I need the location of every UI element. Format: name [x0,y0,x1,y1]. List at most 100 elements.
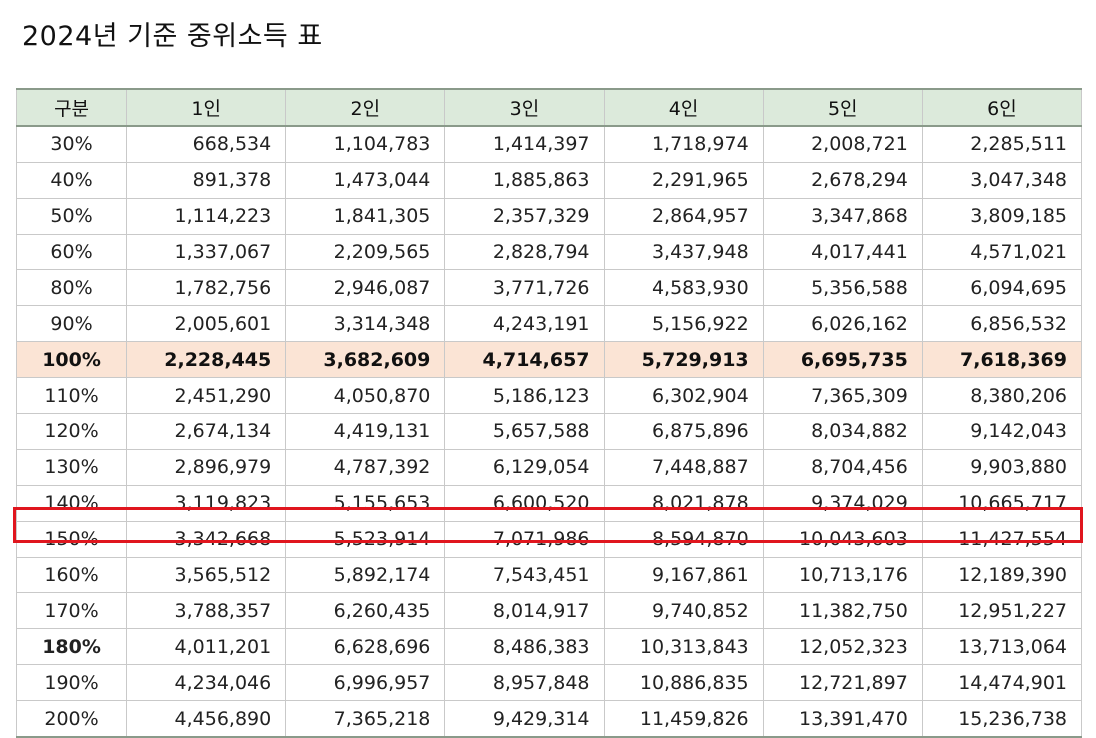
income-cell-1-person: 3,788,357 [126,592,287,630]
income-cell-4-person: 2,291,965 [603,161,764,199]
income-cell-3-person: 8,957,848 [444,664,605,702]
income-cell-5-person: 8,704,456 [762,448,923,486]
income-cell-5-person: 6,695,735 [762,341,923,379]
table-row: 170% 3,788,357 6,260,435 8,014,917 9,740,852… [15,592,1083,630]
income-cell-4-person: 5,156,922 [603,305,764,343]
income-cell-4-person: 1,718,974 [603,125,764,163]
table-row: 110% 2,451,290 4,050,870 5,186,123 6,302,904… [15,377,1083,415]
income-cell-5-person: 8,034,882 [762,413,923,450]
table-row: 120% 2,674,134 4,419,131 5,657,588 6,875,896… [15,413,1083,450]
income-cell-6-person: 2,285,511 [921,125,1083,163]
row-label: 170% [15,592,128,630]
row-label: 100% [15,341,128,379]
income-cell-4-person: 3,437,948 [603,233,764,271]
income-cell-2-person: 4,787,392 [285,448,446,486]
income-cell-5-person: 13,391,470 [762,700,923,738]
table-row: 90% 2,005,601 3,314,348 4,243,191 5,156,922 6… [15,305,1083,343]
income-cell-1-person: 891,378 [126,161,287,199]
income-cell-5-person: 3,347,868 [762,197,923,235]
income-cell-4-person: 9,740,852 [603,592,764,630]
median-income-table: 구분 1인 2인 3인 4인 5인 6인 30% 668,534 1,104,783… [15,88,1083,738]
row-label: 160% [15,556,128,594]
income-cell-5-person: 12,052,323 [762,628,923,666]
income-cell-2-person: 5,892,174 [285,556,446,594]
income-cell-3-person: 1,414,397 [444,125,605,163]
row-label: 30% [15,125,128,163]
header-3-person: 3인 [444,88,605,127]
income-cell-1-person: 4,011,201 [126,628,287,666]
income-cell-4-person: 9,167,861 [603,556,764,594]
income-cell-3-person: 3,771,726 [444,269,605,307]
income-cell-3-person: 7,071,986 [444,520,605,558]
income-cell-6-person: 8,380,206 [921,377,1083,415]
income-cell-6-person: 11,427,554 [921,520,1083,558]
row-label: 140% [15,484,128,522]
income-cell-4-person: 2,864,957 [603,197,764,235]
income-cell-5-person: 10,043,603 [762,520,923,558]
income-cell-5-person: 5,356,588 [762,269,923,307]
income-cell-1-person: 1,337,067 [126,233,287,271]
row-label: 180% [15,628,128,666]
median-income-table-container: 구분 1인 2인 3인 4인 5인 6인 30% 668,534 1,104,783… [15,88,1083,738]
income-cell-4-person: 10,313,843 [603,628,764,666]
income-cell-1-person: 2,005,601 [126,305,287,343]
income-cell-1-person: 4,234,046 [126,664,287,702]
income-cell-6-person: 9,142,043 [921,413,1083,450]
row-label: 90% [15,305,128,343]
income-cell-4-person: 8,021,878 [603,484,764,522]
income-cell-6-person: 15,236,738 [921,700,1083,738]
income-cell-4-person: 7,448,887 [603,448,764,486]
income-cell-2-person: 4,050,870 [285,377,446,415]
income-cell-2-person: 1,104,783 [285,125,446,163]
table-row: 80% 1,782,756 2,946,087 3,771,726 4,583,930 5… [15,269,1083,307]
income-cell-4-person: 8,594,870 [603,520,764,558]
table-row: 30% 668,534 1,104,783 1,414,397 1,718,974 2,0… [15,125,1083,163]
income-cell-6-person: 3,809,185 [921,197,1083,235]
income-cell-1-person: 2,896,979 [126,448,287,486]
income-cell-1-person: 1,782,756 [126,269,287,307]
table-row: 180% 4,011,201 6,628,696 8,486,383 10,313,84… [15,628,1083,666]
income-cell-2-person: 1,841,305 [285,197,446,235]
income-cell-6-person: 12,951,227 [921,592,1083,630]
income-cell-2-person: 2,209,565 [285,233,446,271]
row-label: 190% [15,664,128,702]
income-cell-1-person: 2,228,445 [126,341,287,379]
table-row: 160% 3,565,512 5,892,174 7,543,451 9,167,861… [15,556,1083,594]
income-cell-6-person: 4,571,021 [921,233,1083,271]
income-cell-4-person: 4,583,930 [603,269,764,307]
header-4-person: 4인 [603,88,764,127]
row-label: 40% [15,161,128,199]
income-cell-3-person: 2,357,329 [444,197,605,235]
income-cell-2-person: 6,996,957 [285,664,446,702]
income-cell-6-person: 9,903,880 [921,448,1083,486]
income-cell-5-person: 10,713,176 [762,556,923,594]
table-row: 60% 1,337,067 2,209,565 2,828,794 3,437,948 4… [15,233,1083,271]
income-cell-5-person: 12,721,897 [762,664,923,702]
table-row: 200% 4,456,890 7,365,218 9,429,314 11,459,82… [15,700,1083,738]
income-cell-3-person: 8,014,917 [444,592,605,630]
income-cell-2-person: 2,946,087 [285,269,446,307]
income-cell-1-person: 668,534 [126,125,287,163]
income-cell-2-person: 6,260,435 [285,592,446,630]
income-cell-5-person: 6,026,162 [762,305,923,343]
income-cell-1-person: 2,674,134 [126,413,287,450]
income-cell-3-person: 6,600,520 [444,484,605,522]
income-cell-2-person: 3,682,609 [285,341,446,379]
income-cell-3-person: 4,714,657 [444,341,605,379]
income-cell-6-person: 3,047,348 [921,161,1083,199]
income-cell-6-person: 6,094,695 [921,269,1083,307]
header-2-person: 2인 [285,88,446,127]
income-cell-6-person: 14,474,901 [921,664,1083,702]
income-cell-3-person: 5,657,588 [444,413,605,450]
income-cell-2-person: 6,628,696 [285,628,446,666]
income-cell-4-person: 5,729,913 [603,341,764,379]
table-body: 30% 668,534 1,104,783 1,414,397 1,718,974 2,0… [15,125,1083,738]
income-cell-6-person: 7,618,369 [921,341,1083,379]
income-cell-3-person: 5,186,123 [444,377,605,415]
income-cell-5-person: 11,382,750 [762,592,923,630]
income-cell-1-person: 1,114,223 [126,197,287,235]
income-cell-1-person: 3,119,823 [126,484,287,522]
table-row: 130% 2,896,979 4,787,392 6,129,054 7,448,887… [15,448,1083,486]
income-cell-5-person: 9,374,029 [762,484,923,522]
row-label: 60% [15,233,128,271]
